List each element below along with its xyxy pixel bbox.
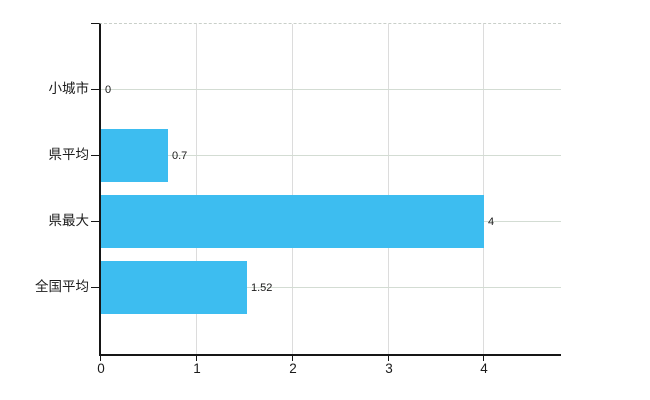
y-axis-tick <box>91 155 99 156</box>
value-label: 1.52 <box>251 282 273 294</box>
bar <box>101 195 484 248</box>
bar <box>101 261 247 314</box>
x-axis-tick <box>196 355 197 361</box>
category-label: 県平均 <box>48 147 90 162</box>
x-tick-label: 1 <box>193 361 201 376</box>
vertical-gridline <box>292 24 293 354</box>
category-label: 小城市 <box>48 81 90 96</box>
y-axis-tick <box>91 221 99 222</box>
y-axis-tick <box>91 89 99 90</box>
horizontal-gridline <box>101 287 561 288</box>
y-axis-tick <box>91 287 99 288</box>
x-tick-label: 2 <box>289 361 297 376</box>
x-axis-tick <box>483 355 484 361</box>
y-axis-top-tick <box>91 23 99 24</box>
plot-area: 0 0.7 4 1.52 <box>99 23 561 356</box>
horizontal-gridline <box>101 155 561 156</box>
horizontal-gridline <box>101 89 561 90</box>
value-label: 0 <box>105 84 112 96</box>
x-tick-label: 0 <box>97 361 105 376</box>
x-tick-label: 4 <box>480 361 488 376</box>
bar <box>101 129 168 182</box>
x-axis-tick <box>292 355 293 361</box>
x-axis-tick <box>100 355 101 361</box>
category-label: 県最大 <box>48 213 90 228</box>
vertical-gridline <box>388 24 389 354</box>
value-label: 4 <box>488 216 495 228</box>
x-tick-label: 3 <box>385 361 393 376</box>
category-label: 全国平均 <box>35 279 89 294</box>
vertical-gridline <box>196 24 197 354</box>
vertical-gridline <box>483 24 484 354</box>
x-axis-tick <box>388 355 389 361</box>
value-label: 0.7 <box>172 150 188 162</box>
